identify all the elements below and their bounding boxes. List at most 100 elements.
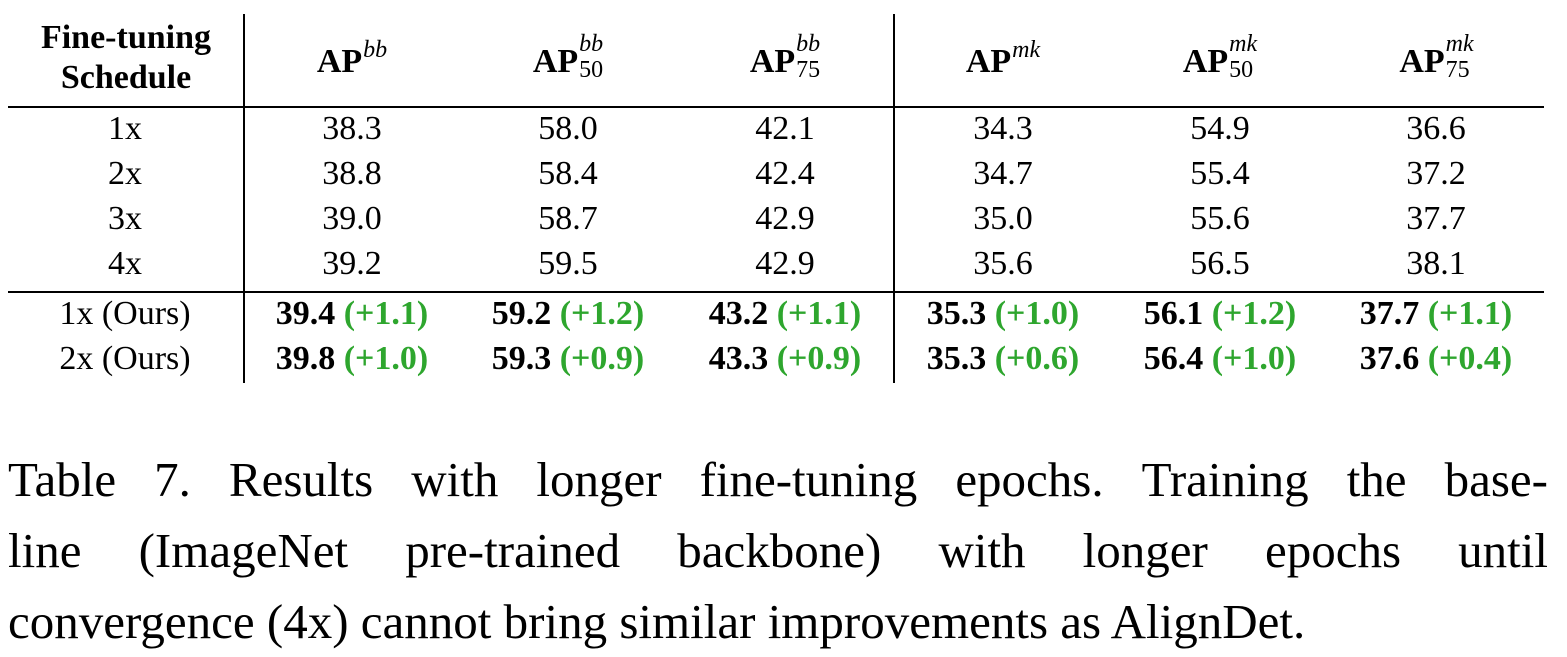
value-text: 35.3 xyxy=(926,340,987,377)
table-cell: 38.1 xyxy=(1331,242,1541,286)
gain-text: (+1.0) xyxy=(343,340,429,377)
value-text: 37.6 xyxy=(1359,340,1420,377)
col-header-scripts: mk 75 xyxy=(1446,32,1474,86)
col-header-sup: mk xyxy=(1229,31,1258,58)
table-cell: 55.6 xyxy=(1115,197,1325,241)
caption-word: epochs. xyxy=(955,452,1104,507)
value-text: 34.7 xyxy=(973,155,1033,192)
table-cell: 35.6 xyxy=(898,242,1108,286)
caption-word: with xyxy=(938,523,1026,578)
table-cell: 56.5 xyxy=(1115,242,1325,286)
col-header-main: AP xyxy=(1182,43,1229,81)
value-text: 37.2 xyxy=(1406,155,1466,192)
caption-word: epochs xyxy=(1264,523,1402,578)
caption-word: base- xyxy=(1444,452,1548,507)
value-text: 37.7 xyxy=(1359,295,1420,332)
gain-text: (+1.1) xyxy=(343,295,429,332)
value-text: 39.0 xyxy=(322,200,382,237)
table-cell: 36.6 xyxy=(1331,107,1541,151)
table-cell: 54.9 xyxy=(1115,107,1325,151)
col-header-sup: mk xyxy=(1445,31,1474,58)
table-cell: 35.3 (+0.6) xyxy=(895,337,1111,381)
table-cell: 37.2 xyxy=(1331,152,1541,196)
gain-text: (+1.0) xyxy=(1211,340,1297,377)
col-header-ap-bb-50: AP bb 50 xyxy=(459,14,677,106)
caption-word: the xyxy=(1346,452,1407,507)
table-row-schedule: 3x xyxy=(10,197,240,241)
schedule-label: 2x xyxy=(108,155,142,192)
header-rule xyxy=(8,106,1544,108)
results-table: Fine-tuning Schedule AP bb AP bb 50 AP bb 75 … xyxy=(8,14,1544,384)
value-text: 56.1 xyxy=(1143,295,1204,332)
col-header-scripts: bb xyxy=(363,38,387,74)
value-text: 56.5 xyxy=(1190,245,1250,282)
value-text: 59.5 xyxy=(538,245,598,282)
col-header-ap-bb: AP bb xyxy=(245,14,459,106)
caption-word: (ImageNet xyxy=(138,523,349,578)
col-header-sub: 50 xyxy=(579,57,604,84)
gain-text: (+0.6) xyxy=(994,340,1080,377)
ours-rule xyxy=(8,291,1544,293)
table-cell: 59.5 xyxy=(463,242,673,286)
schedule-header: Fine-tuning Schedule xyxy=(8,18,244,98)
caption-word: 7. xyxy=(154,452,191,507)
table-cell: 42.1 xyxy=(680,107,890,151)
value-text: 39.4 xyxy=(275,295,336,332)
schedule-header-line1: Fine-tuning xyxy=(40,19,212,56)
table-row-schedule: 4x xyxy=(10,242,240,286)
gain-text: (+0.9) xyxy=(776,340,862,377)
caption-word: line xyxy=(8,523,82,578)
gain-text: (+1.2) xyxy=(559,295,645,332)
caption-line-2: line (ImageNet pre-trained backbone) with lon… xyxy=(8,515,1548,586)
value-text: 55.6 xyxy=(1190,200,1250,237)
value-text: 43.2 xyxy=(708,295,769,332)
value-text: 58.4 xyxy=(538,155,598,192)
caption-word: with xyxy=(411,452,499,507)
table-caption: Table 7. Results with longer fine-tuning epoch… xyxy=(8,444,1548,657)
col-header-ap-mk-75: AP mk 75 xyxy=(1329,14,1544,106)
table-cell: 56.4 (+1.0) xyxy=(1112,337,1328,381)
value-text: 54.9 xyxy=(1190,110,1250,147)
col-header-ap-mk-50: AP mk 50 xyxy=(1111,14,1329,106)
col-header-scripts: bb 75 xyxy=(796,32,820,86)
schedule-label: 3x xyxy=(108,200,142,237)
table-cell: 35.0 xyxy=(898,197,1108,241)
value-text: 56.4 xyxy=(1143,340,1204,377)
vertical-rule-mask xyxy=(893,14,895,383)
table-cell: 35.3 (+1.0) xyxy=(895,292,1111,336)
table-cell: 34.3 xyxy=(898,107,1108,151)
table-row-schedule: 1x (Ours) xyxy=(10,292,240,336)
col-header-sub: 50 xyxy=(1229,57,1254,84)
table-cell: 39.2 xyxy=(247,242,457,286)
table-cell: 42.4 xyxy=(680,152,890,196)
table-cell: 37.7 (+1.1) xyxy=(1328,292,1544,336)
table-cell: 39.0 xyxy=(247,197,457,241)
table-cell: 38.3 xyxy=(247,107,457,151)
table-row-schedule: 1x xyxy=(10,107,240,151)
value-text: 34.3 xyxy=(973,110,1033,147)
col-header-sup: bb xyxy=(579,31,604,58)
table-cell: 59.3 (+0.9) xyxy=(460,337,676,381)
caption-line-1: Table 7. Results with longer fine-tuning epoch… xyxy=(8,444,1548,515)
value-text: 39.8 xyxy=(275,340,336,377)
value-text: 35.3 xyxy=(926,295,987,332)
col-header-main: AP xyxy=(532,43,579,81)
table-cell: 58.7 xyxy=(463,197,673,241)
schedule-label: 1x xyxy=(108,110,142,147)
value-text: 39.2 xyxy=(322,245,382,282)
value-text: 42.4 xyxy=(755,155,815,192)
col-header-ap-bb-75: AP bb 75 xyxy=(677,14,893,106)
table-cell: 39.4 (+1.1) xyxy=(244,292,460,336)
col-header-ap-mk: AP mk xyxy=(895,14,1111,106)
value-text: 42.9 xyxy=(755,200,815,237)
table-row-schedule: 2x xyxy=(10,152,240,196)
col-header-scripts: bb 50 xyxy=(579,32,604,86)
caption-word: backbone) xyxy=(677,523,882,578)
table-cell: 42.9 xyxy=(680,197,890,241)
caption-word: until xyxy=(1458,523,1548,578)
table-cell: 42.9 xyxy=(680,242,890,286)
table-cell: 56.1 (+1.2) xyxy=(1112,292,1328,336)
value-text: 59.2 xyxy=(491,295,552,332)
value-text: 35.0 xyxy=(973,200,1033,237)
value-text: 42.9 xyxy=(755,245,815,282)
